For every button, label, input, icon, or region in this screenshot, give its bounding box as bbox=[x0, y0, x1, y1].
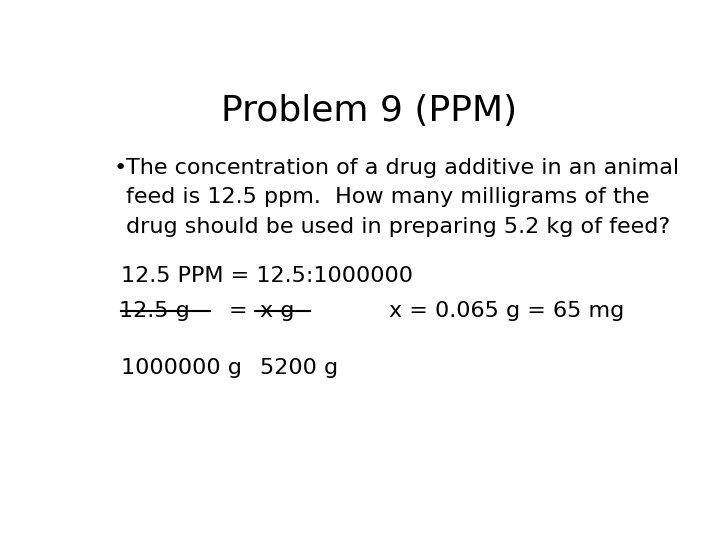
Text: 5200 g: 5200 g bbox=[260, 358, 338, 378]
Text: 1000000 g: 1000000 g bbox=[121, 358, 242, 378]
Text: x g: x g bbox=[260, 301, 294, 321]
Text: Problem 9 (PPM): Problem 9 (PPM) bbox=[221, 94, 517, 128]
Text: 12.5 PPM = 12.5:1000000: 12.5 PPM = 12.5:1000000 bbox=[121, 266, 413, 286]
Text: =: = bbox=[228, 301, 247, 321]
Text: feed is 12.5 ppm.  How many milligrams of the: feed is 12.5 ppm. How many milligrams of… bbox=[126, 187, 649, 207]
Text: The concentration of a drug additive in an animal: The concentration of a drug additive in … bbox=[126, 158, 680, 178]
Text: •: • bbox=[114, 158, 127, 178]
Text: x = 0.065 g = 65 mg: x = 0.065 g = 65 mg bbox=[389, 301, 624, 321]
Text: drug should be used in preparing 5.2 kg of feed?: drug should be used in preparing 5.2 kg … bbox=[126, 217, 670, 237]
Text: 12.5 g: 12.5 g bbox=[119, 301, 189, 321]
